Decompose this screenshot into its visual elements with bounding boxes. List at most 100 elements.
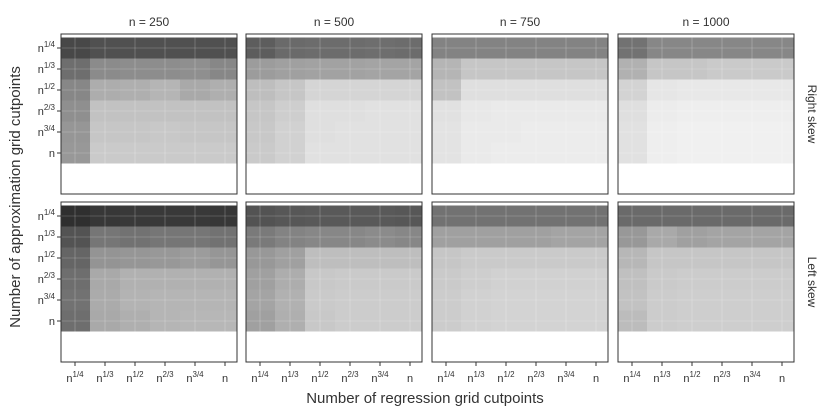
heatmap-cell <box>491 226 521 248</box>
heatmap-cell <box>335 205 365 227</box>
heatmap-cell <box>365 226 395 248</box>
heatmap-cell <box>61 37 90 59</box>
heatmap-cell <box>120 100 150 122</box>
heatmap-cell <box>677 100 707 122</box>
x-tick-label: n2/3 <box>341 370 359 385</box>
heatmap-cell <box>432 247 461 269</box>
y-tick-label: n1/2 <box>38 82 56 97</box>
heatmap-cell <box>90 121 120 143</box>
panel-border <box>245 201 423 363</box>
heatmap-cell <box>246 37 275 59</box>
heatmap-cell <box>90 289 120 311</box>
heatmap-cell <box>551 100 581 122</box>
heatmap-cell <box>120 58 150 80</box>
heatmap-cell <box>275 310 305 332</box>
heatmap-cell <box>210 37 237 59</box>
heatmap-cell <box>767 79 794 101</box>
heatmap-cell <box>120 79 150 101</box>
heatmap-cell <box>461 100 491 122</box>
heatmap-panel <box>245 201 423 363</box>
heatmap-cell <box>707 310 737 332</box>
x-tick-label: n <box>779 373 785 385</box>
heatmap-cell <box>90 142 120 164</box>
heatmap-cell <box>275 247 305 269</box>
x-tick-label: n1/2 <box>683 370 701 385</box>
heatmap-cell <box>647 37 677 59</box>
heatmap-cell <box>305 289 335 311</box>
panel-border <box>245 33 423 195</box>
heatmap-cell <box>551 58 581 80</box>
heatmap-cell <box>335 142 365 164</box>
heatmap-cell <box>581 58 608 80</box>
heatmap-cell <box>395 226 422 248</box>
heatmap-cell <box>581 37 608 59</box>
x-tick-label: n1/4 <box>623 370 641 385</box>
heatmap-panel <box>431 201 609 363</box>
heatmap-cell <box>395 100 422 122</box>
heatmap-panel <box>245 33 423 195</box>
heatmap-cell <box>335 310 365 332</box>
heatmap-cell <box>275 205 305 227</box>
heatmap-cell <box>491 247 521 269</box>
heatmap-cell <box>275 37 305 59</box>
heatmap-cell <box>461 289 491 311</box>
heatmap-cell <box>365 247 395 269</box>
heatmap-cell <box>395 310 422 332</box>
x-tick-label: n <box>222 373 228 385</box>
heatmap-cell <box>707 268 737 290</box>
heatmap-cell <box>395 121 422 143</box>
heatmap-cell <box>491 121 521 143</box>
heatmap-cell <box>432 268 461 290</box>
heatmap-cell <box>737 37 767 59</box>
y-tick-label: n3/4 <box>38 124 56 139</box>
heatmap-cell <box>395 79 422 101</box>
heatmap-cell <box>581 289 608 311</box>
heatmap-cell <box>210 226 237 248</box>
heatmap-cell <box>618 247 647 269</box>
heatmap-cell <box>491 205 521 227</box>
heatmap-cell <box>246 121 275 143</box>
x-tick-label: n2/3 <box>527 370 545 385</box>
heatmap-cell <box>180 121 210 143</box>
heatmap-cell <box>461 205 491 227</box>
heatmap-cell <box>521 121 551 143</box>
y-tick-label: n1/3 <box>38 229 56 244</box>
heatmap-cell <box>120 310 150 332</box>
panel-border <box>617 33 795 195</box>
heatmap-cell <box>90 58 120 80</box>
heatmap-cell <box>246 268 275 290</box>
heatmap-cell <box>120 247 150 269</box>
facet-label-column: n = 250 <box>129 15 170 29</box>
heatmap-cell <box>305 310 335 332</box>
y-tick-label: n <box>49 316 55 328</box>
heatmap-cell <box>61 205 90 227</box>
heatmap-cell <box>61 142 90 164</box>
heatmap-cell <box>461 37 491 59</box>
heatmap-cell <box>120 268 150 290</box>
heatmap-cell <box>61 79 90 101</box>
heatmap-cell <box>432 37 461 59</box>
heatmap-cell <box>246 310 275 332</box>
heatmap-cell <box>305 100 335 122</box>
heatmap-cell <box>767 310 794 332</box>
y-tick-label: n3/4 <box>38 292 56 307</box>
x-tick-label: n1/4 <box>66 370 84 385</box>
heatmap-cell <box>120 121 150 143</box>
heatmap-cell <box>618 226 647 248</box>
heatmap-cell <box>365 142 395 164</box>
heatmap-cell <box>551 37 581 59</box>
x-tick-label: n1/4 <box>437 370 455 385</box>
heatmap-cell <box>61 268 90 290</box>
heatmap-panel <box>60 201 238 363</box>
heatmap-cell <box>246 100 275 122</box>
heatmap-cell <box>677 310 707 332</box>
heatmap-cell <box>210 121 237 143</box>
heatmap-cell <box>335 268 365 290</box>
heatmap-cell <box>150 205 180 227</box>
heatmap-cell <box>767 268 794 290</box>
heatmap-cell <box>707 58 737 80</box>
heatmap-cell <box>677 37 707 59</box>
heatmap-cell <box>491 310 521 332</box>
heatmap-cell <box>246 226 275 248</box>
facet-label-column: n = 1000 <box>682 15 729 29</box>
